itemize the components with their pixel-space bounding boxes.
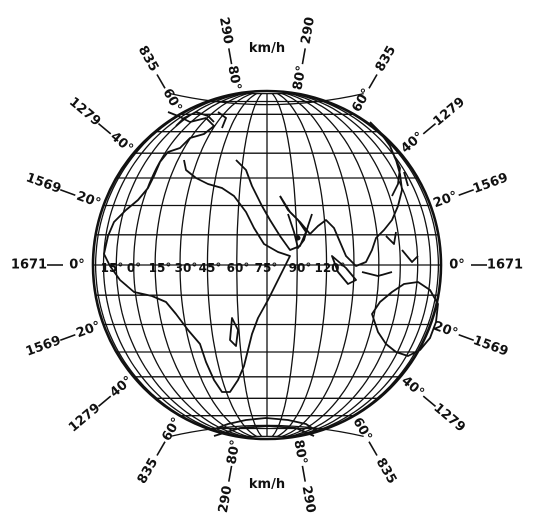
latitude-label: 20°: [431, 189, 459, 212]
indonesia-islands: [331, 231, 419, 285]
longitude-label: 30°: [175, 261, 198, 275]
continent-outlines: [103, 111, 439, 437]
speed-label: 1569: [471, 170, 510, 196]
speed-label: 835: [135, 43, 162, 74]
speed-label: 290: [216, 485, 235, 514]
globe-outline: [91, 89, 443, 441]
leader-line: [422, 122, 437, 135]
leader-line: [458, 189, 475, 196]
speed-label: 1279: [431, 401, 468, 436]
speed-label: 290: [299, 16, 318, 45]
asia-coastline: [279, 121, 403, 267]
speed-label: 1569: [471, 333, 510, 359]
latitude-label: 80°: [290, 439, 309, 466]
india-peninsula: [287, 213, 313, 249]
speed-label: 835: [135, 456, 162, 487]
latitude-label: 40°: [398, 373, 426, 400]
longitude-label: 90°: [289, 261, 312, 275]
speed-label: 835: [373, 456, 400, 487]
leader-line: [59, 189, 76, 196]
latitude-label: 60°: [349, 86, 374, 115]
leader-line: [228, 465, 233, 482]
longitude-labels: 15° 0° 15° 30° 45° 60° 75° 90° 120°: [101, 261, 346, 275]
polar-cap-arc: [170, 93, 364, 106]
madagascar: [229, 317, 239, 347]
leader-line: [422, 395, 437, 408]
leader-line: [97, 395, 112, 408]
speed-label: 1569: [24, 170, 63, 196]
japan-islands: [391, 155, 409, 197]
scandinavia-coast: [175, 111, 227, 129]
leader-line: [156, 441, 166, 456]
latitude-label: 20°: [431, 319, 459, 342]
speed-label: 835: [373, 43, 400, 74]
leader-line: [458, 334, 475, 341]
leader-line: [228, 48, 233, 65]
longitude-label: 15°: [149, 261, 172, 275]
latitude-label: 0°: [449, 258, 465, 273]
longitude-label: 0°: [127, 261, 141, 275]
latitude-label: 40°: [398, 129, 426, 156]
leader-line: [97, 122, 112, 135]
latitude-label: 60°: [349, 415, 374, 444]
latitude-label: 40°: [107, 373, 135, 400]
latitude-label: 80°: [224, 64, 243, 91]
speed-label: 290: [299, 485, 318, 514]
leader-line: [301, 465, 306, 482]
latitude-label: 80°: [290, 64, 309, 91]
speed-label: 1671: [11, 258, 47, 273]
latitude-label: 20°: [74, 189, 102, 212]
longitude-label: 60°: [227, 261, 250, 275]
latitude-label: 0°: [69, 258, 85, 273]
speed-label: 1279: [431, 95, 468, 130]
latitude-label: 20°: [74, 319, 102, 342]
speed-label: 1279: [66, 401, 103, 436]
unit-label-bottom: km/h: [249, 477, 285, 492]
leader-line: [368, 74, 378, 89]
latitude-label: 60°: [159, 86, 184, 115]
equator-dot: [295, 235, 301, 241]
longitude-label: 45°: [199, 261, 222, 275]
longitude-label: 15°: [101, 261, 124, 275]
leader-line: [368, 441, 378, 456]
australia-coastline: [371, 281, 439, 357]
latitude-leaders: [47, 48, 487, 482]
speed-label: 1671: [487, 258, 523, 273]
latitude-label: 80°: [224, 439, 243, 466]
latitude-label: 40°: [107, 129, 135, 156]
leader-line: [156, 74, 166, 89]
speed-label: 1569: [24, 333, 63, 359]
longitude-label: 75°: [255, 261, 278, 275]
antarctica-coast: [211, 417, 319, 437]
speed-label: 290: [216, 16, 235, 45]
speed-label: 1279: [66, 95, 103, 130]
leader-line: [301, 48, 306, 65]
longitude-label: 120°: [314, 261, 345, 275]
leader-line: [59, 334, 76, 341]
latitude-label: 60°: [159, 415, 184, 444]
europe-africa-coastline: [103, 111, 291, 393]
unit-label-top: km/h: [249, 41, 285, 56]
